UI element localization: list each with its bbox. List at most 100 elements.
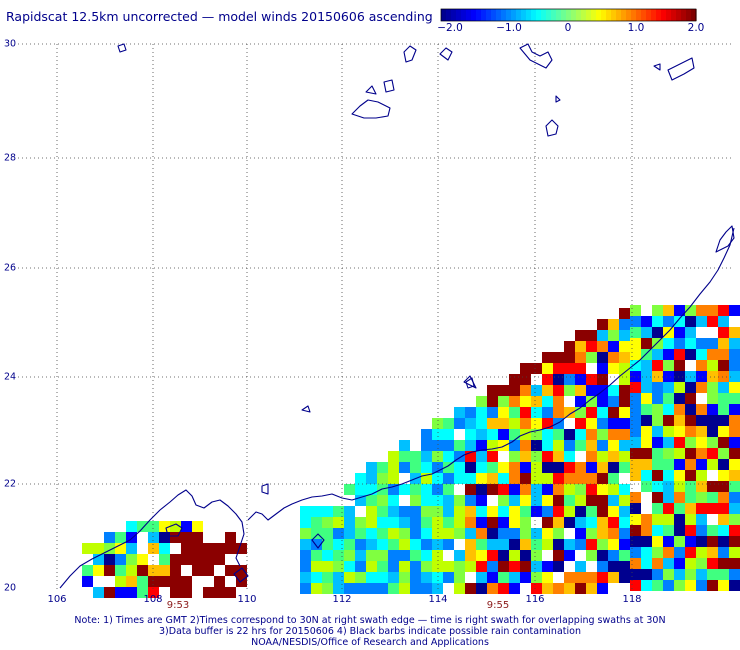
wind-cell [608, 550, 619, 561]
wind-cell [663, 569, 674, 580]
wind-cell [388, 561, 399, 572]
wind-cell [619, 319, 630, 330]
wind-cell [685, 415, 696, 426]
wind-cell [531, 429, 542, 440]
wind-cell [465, 561, 476, 572]
wind-cell [432, 462, 443, 473]
wind-cell [685, 503, 696, 514]
wind-cell [630, 547, 641, 558]
colorbar-cell [671, 9, 677, 21]
wind-cell [707, 437, 718, 448]
wind-cell [476, 583, 487, 594]
wind-cell [663, 547, 674, 558]
colorbar-cell [546, 9, 552, 21]
wind-cell [300, 506, 311, 517]
wind-cell [597, 495, 608, 506]
wind-cell [729, 492, 740, 503]
colorbar [440, 8, 697, 22]
wind-cell [465, 517, 476, 528]
wind-cell [366, 506, 377, 517]
wind-cell [707, 481, 718, 492]
wind-cell [410, 528, 421, 539]
wind-cell [300, 572, 311, 583]
wind-cell [509, 385, 520, 396]
wind-cell [443, 451, 454, 462]
wind-cell [509, 528, 520, 539]
wind-cell [630, 437, 641, 448]
colorbar-label-neg1: −1.0 [496, 22, 522, 34]
wind-cell [586, 528, 597, 539]
wind-cell [421, 506, 432, 517]
wind-cell [476, 451, 487, 462]
wind-cell [597, 440, 608, 451]
wind-cell [454, 528, 465, 539]
wind-cell [597, 528, 608, 539]
wind-cell [82, 565, 93, 576]
wind-cell [388, 473, 399, 484]
wind-cell [652, 459, 663, 470]
wind-cell [586, 495, 597, 506]
wind-cell [630, 371, 641, 382]
wind-cell [586, 407, 597, 418]
wind-cell [399, 506, 410, 517]
wind-cell [652, 481, 663, 492]
wind-cell [729, 547, 740, 558]
wind-cell [729, 404, 740, 415]
wind-cell [487, 484, 498, 495]
wind-cell [476, 429, 487, 440]
wind-cell [454, 418, 465, 429]
wind-cell [718, 393, 729, 404]
wind-cell [564, 550, 575, 561]
wind-cell [729, 371, 740, 382]
wind-cell [641, 393, 652, 404]
wind-cell [93, 587, 104, 598]
wind-cell [641, 558, 652, 569]
wind-cell [421, 561, 432, 572]
wind-cell [93, 554, 104, 565]
colorbar-cell [576, 9, 582, 21]
wind-cell [707, 503, 718, 514]
wind-cell [159, 543, 170, 554]
wind-cell [388, 572, 399, 583]
wind-cell [443, 429, 454, 440]
wind-cell [93, 543, 104, 554]
wind-cell [520, 528, 531, 539]
wind-cell [399, 440, 410, 451]
wind-cell [531, 451, 542, 462]
wind-cell [685, 349, 696, 360]
wind-cell [652, 360, 663, 371]
wind-cell [311, 550, 322, 561]
lon-label-106: 106 [47, 594, 67, 605]
wind-cell [718, 360, 729, 371]
wind-cell [586, 330, 597, 341]
wind-cell [355, 550, 366, 561]
wind-cell [641, 327, 652, 338]
wind-cell [586, 440, 597, 451]
wind-cell [729, 569, 740, 580]
wind-cell [531, 484, 542, 495]
wind-cell [520, 484, 531, 495]
wind-cell [355, 583, 366, 594]
wind-cell [597, 462, 608, 473]
wind-cell [421, 572, 432, 583]
wind-cell [300, 583, 311, 594]
wind-cell [333, 583, 344, 594]
wind-cell [399, 451, 410, 462]
wind-cell [542, 462, 553, 473]
wind-cell [410, 462, 421, 473]
colorbar-cell [656, 9, 662, 21]
graticule [18, 43, 733, 589]
wind-cell [663, 525, 674, 536]
wind-cell [509, 407, 520, 418]
wind-cell [203, 543, 214, 554]
wind-cell [652, 415, 663, 426]
wind-cell [388, 506, 399, 517]
wind-cell [597, 506, 608, 517]
wind-cell [432, 517, 443, 528]
wind-cell [575, 352, 586, 363]
wind-cell [674, 437, 685, 448]
wind-cell [454, 451, 465, 462]
wind-cell [366, 473, 377, 484]
wind-cell [487, 506, 498, 517]
wind-cell [509, 462, 520, 473]
